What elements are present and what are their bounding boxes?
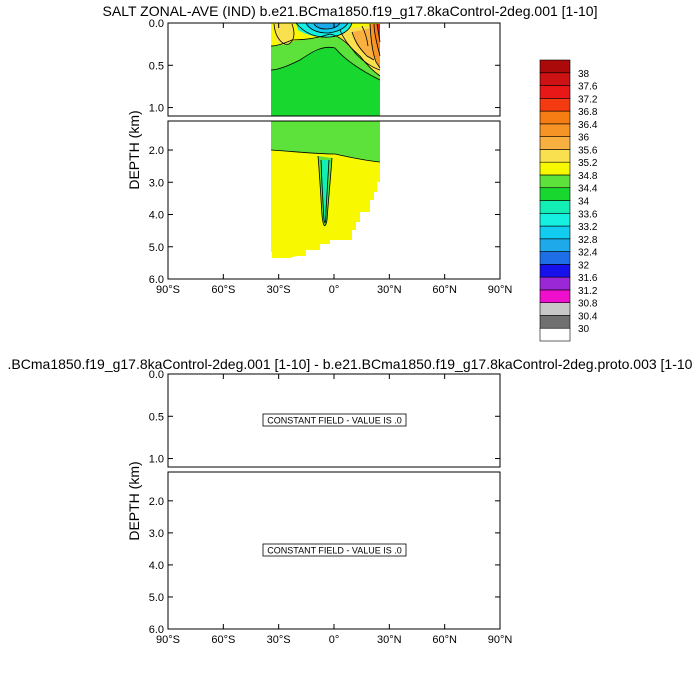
x-tick-label: 90°S	[156, 284, 180, 296]
colorbar-swatch	[539, 110, 571, 125]
x-tick-label: 90°N	[488, 284, 513, 296]
y-tick-label: 4.0	[149, 210, 164, 222]
colorbar-swatch	[539, 136, 571, 150]
x-tick-label: 90°N	[488, 634, 513, 646]
colorbar-swatch	[539, 302, 571, 316]
colorbar-label: 32.8	[578, 235, 598, 246]
colorbar-label: 31.6	[578, 273, 598, 284]
x-tick-label: 60°N	[432, 634, 457, 646]
colorbar-swatch	[539, 238, 571, 252]
x-tick-label: 30°S	[267, 284, 291, 296]
colorbar-label: 37.2	[578, 94, 598, 105]
colorbar-label: 34.8	[578, 171, 598, 182]
x-tick-label: 0°	[329, 634, 340, 646]
colorbar-swatch	[539, 72, 571, 86]
x-tick-label: 30°N	[377, 284, 402, 296]
y-tick-label: 6.0	[149, 624, 164, 636]
colorbar-label: 35.6	[578, 145, 598, 156]
y-tick-label: 4.0	[149, 560, 164, 572]
x-tick-label: 60°S	[211, 284, 235, 296]
x-tick-label: 90°S	[156, 634, 180, 646]
colorbar-swatch	[539, 212, 571, 227]
y-tick-label: 2.0	[149, 145, 164, 157]
y-tick-label: 5.0	[149, 242, 164, 254]
constant-field-lower: CONSTANT FIELD - VALUE IS .0	[262, 543, 407, 557]
field-region-34.0-tongue	[321, 160, 329, 223]
x-tick-label: 60°S	[211, 634, 235, 646]
colorbar-label: 32.4	[578, 248, 598, 259]
y-tick-label: 2.0	[149, 496, 164, 508]
constant-field-label-lower: CONSTANT FIELD - VALUE IS .0	[267, 546, 402, 556]
y-tick-label: 0.5	[149, 411, 164, 423]
colorbar-swatch	[539, 98, 571, 112]
y-tick-label: 1.0	[149, 454, 164, 466]
colorbar-label: 30.4	[578, 311, 598, 322]
colorbar-swatch	[539, 289, 571, 303]
x-tick-label: 30°N	[377, 634, 402, 646]
constant-field-label-upper: CONSTANT FIELD - VALUE IS .0	[267, 416, 402, 426]
colorbar-swatch	[539, 149, 571, 163]
colorbar-swatch	[539, 85, 571, 99]
colorbar-swatch	[539, 276, 571, 291]
colorbar-swatch	[539, 225, 571, 240]
y-tick-label: 3.0	[149, 528, 164, 540]
colorbar-swatch	[539, 59, 571, 74]
colorbar-swatch	[539, 200, 571, 214]
field-region-36	[352, 28, 374, 60]
contour-lines-lower	[270, 149, 381, 227]
colorbar-label: 36.4	[578, 120, 598, 131]
x-tick-label: 30°S	[267, 634, 291, 646]
y-axis-title-bottom: DEPTH (km)	[126, 461, 142, 540]
y-tick-label: 6.0	[149, 274, 164, 286]
colorbar-label: 33.6	[578, 209, 598, 220]
colorbar-label: 30	[578, 324, 590, 335]
contour-lines-upper	[270, 23, 381, 81]
y-axis-title-top: DEPTH (km)	[126, 110, 142, 189]
colorbar-label: 36.8	[578, 107, 598, 118]
salinity-field	[270, 23, 381, 258]
colorbar-swatch	[539, 251, 571, 265]
colorbar-swatch	[539, 161, 571, 176]
colorbar-swatch	[539, 315, 571, 329]
colorbar-label: 36	[578, 133, 590, 144]
y-tick-label: 5.0	[149, 592, 164, 604]
colorbar-label: 38	[578, 69, 590, 80]
colorbar-swatch	[539, 174, 571, 189]
constant-field-upper: CONSTANT FIELD - VALUE IS .0	[262, 413, 407, 427]
colorbar-swatch	[539, 187, 571, 201]
x-tick-label: 0°	[329, 284, 340, 296]
axis-ticks: 90°S 60°S 30°S 0° 30°N 60°N 90°N 0.0 0.5 1.0 2.0 3.…	[149, 18, 513, 646]
colorbar-swatch	[539, 327, 571, 342]
x-tick-label: 60°N	[432, 284, 457, 296]
y-tick-label: 0.5	[149, 60, 164, 72]
chart-title-bottom: .BCma1850.f19_g17.8kaControl-2deg.001 [1…	[7, 356, 693, 372]
y-tick-label: 1.0	[149, 103, 164, 115]
colorbar-swatch	[539, 123, 571, 137]
y-tick-label: 3.0	[149, 177, 164, 189]
colorbar-label: 31.2	[578, 286, 598, 297]
colorbar-swatch	[539, 264, 571, 278]
colorbar-label: 30.8	[578, 299, 598, 310]
colorbar-label: 33.2	[578, 222, 598, 233]
chart-title-top: SALT ZONAL-AVE (IND) b.e21.BCma1850.f19_…	[102, 3, 598, 19]
colorbar-label: 34.4	[578, 184, 598, 195]
colorbar-label: 35.2	[578, 158, 598, 169]
colorbar-label: 32	[578, 260, 590, 271]
colorbar-label: 37.6	[578, 82, 598, 93]
y-tick-label: 0.0	[149, 369, 164, 381]
colorbar-label: 34	[578, 197, 590, 208]
y-tick-label: 0.0	[149, 18, 164, 30]
